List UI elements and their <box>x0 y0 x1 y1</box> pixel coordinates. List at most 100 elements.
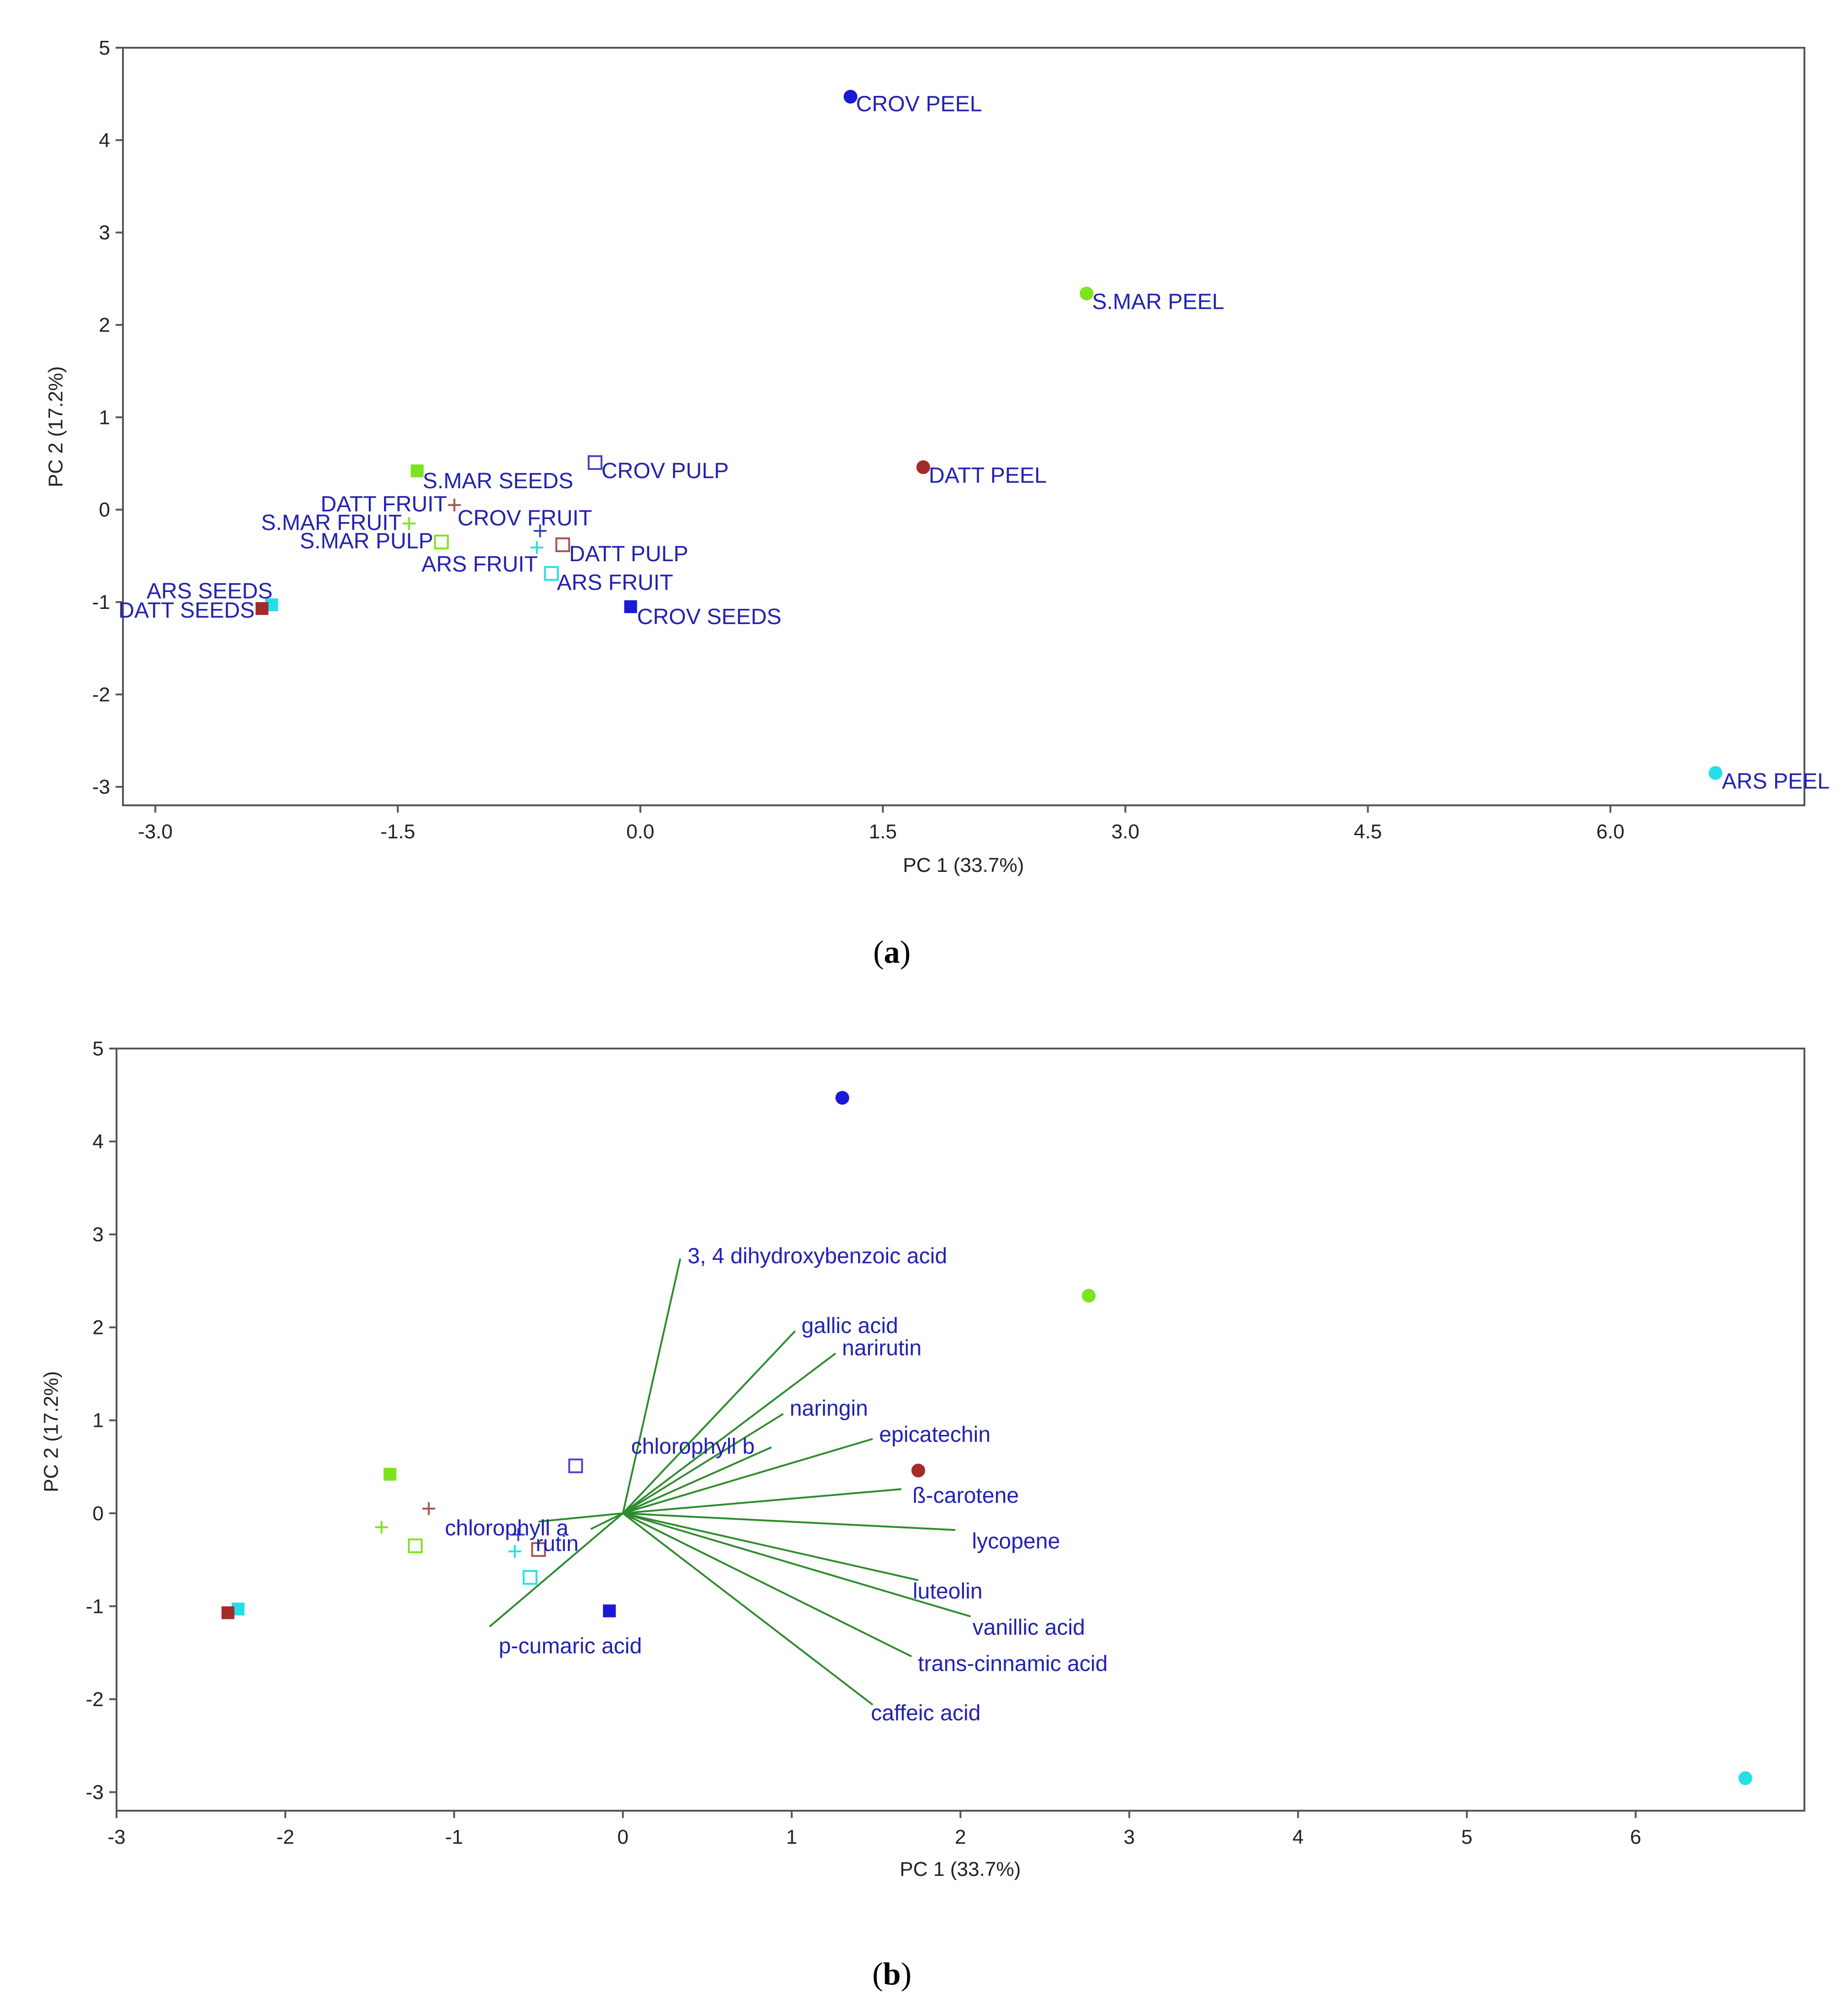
panel-letter-a: a <box>884 935 900 970</box>
score-point <box>568 1458 583 1473</box>
score-point <box>402 517 416 530</box>
x-tick-label-a: 4.5 <box>1354 820 1382 843</box>
x-tick-label-b: -3 <box>107 1826 125 1848</box>
y-tick-label-b: 1 <box>93 1409 104 1432</box>
score-point <box>408 1538 423 1553</box>
loading-label: luteolin <box>913 1579 983 1604</box>
score-point <box>534 524 547 538</box>
loading-label: 3, 4 dihydroxybenzoic acid <box>688 1244 947 1268</box>
y-tick-label-a: -2 <box>92 683 110 706</box>
score-point <box>603 1604 616 1618</box>
y-tick-label-a: 4 <box>99 129 110 151</box>
y-tick-label-a: -3 <box>92 776 110 798</box>
score-labels-a: CROV PEEL S.MAR PEEL DATT PEEL ARS PEEL CROV… <box>118 92 1830 794</box>
loading-label: chlorophyll a <box>445 1516 569 1540</box>
loading-label: gallic acid <box>802 1314 898 1338</box>
panel-label-b: (b) <box>872 1957 912 1992</box>
y-tick-label-b: 2 <box>93 1317 104 1339</box>
y-axis-label-a: PC 2 (17.2%) <box>45 366 67 487</box>
loading-label: rutin <box>536 1532 579 1556</box>
y-tick-label-b: 5 <box>93 1038 104 1060</box>
score-point <box>383 1467 396 1481</box>
y-tick-label-a: 5 <box>99 37 110 59</box>
loading-vector <box>622 1512 874 1706</box>
loading-vector <box>623 1512 918 1581</box>
loading-vector <box>622 1258 681 1514</box>
scores-a <box>256 89 1723 780</box>
panel-letter-b: b <box>883 1957 901 1992</box>
score-point <box>422 1502 435 1515</box>
score-point <box>624 600 637 614</box>
loading-vector <box>622 1446 772 1514</box>
score-label: DATT PULP <box>569 542 689 566</box>
score-label: DATT FRUIT <box>321 492 447 517</box>
score-point <box>530 541 544 554</box>
y-tick-label-b: -2 <box>86 1688 104 1711</box>
loading-label: narirutin <box>842 1336 921 1360</box>
score-label: S.MAR FRUIT <box>261 511 402 535</box>
scatter-plot-a: -3.0 -1.5 0.0 1.5 3.0 4.5 6.0 -3 -2 -1 0 1 2 3 4 5 CROV… <box>45 37 1830 970</box>
x-tick-label-b: 5 <box>1461 1826 1472 1848</box>
y-tick-label-a: 3 <box>99 222 110 244</box>
x-tick-label-a: 0.0 <box>626 820 654 843</box>
x-tick-label-b: 0 <box>617 1826 628 1848</box>
axis-ticks-b: -3 -2 -1 0 1 2 3 4 5 6 -3 -2 -1 0 1 2 3 4 5 <box>86 1038 1641 1848</box>
score-label: S.MAR PULP <box>300 529 433 553</box>
x-tick-label-a: 6.0 <box>1597 820 1625 843</box>
loading-vector <box>623 1512 956 1531</box>
loading-vector <box>623 1512 971 1618</box>
score-label: ARS PEEL <box>1722 770 1830 794</box>
loading-label: ß-carotene <box>913 1484 1019 1508</box>
x-axis-label-a: PC 1 (33.7%) <box>903 854 1024 876</box>
score-point <box>588 455 603 470</box>
score-point <box>434 535 449 550</box>
loading-label: naringin <box>790 1396 868 1421</box>
score-point <box>221 1606 234 1619</box>
score-label: CROV SEEDS <box>637 605 782 629</box>
loading-vector <box>590 1512 623 1530</box>
x-tick-label-b: 4 <box>1292 1826 1303 1848</box>
x-tick-label-b: 1 <box>786 1826 797 1848</box>
y-tick-label-a: 2 <box>99 314 110 336</box>
y-tick-label-b: -1 <box>86 1595 104 1618</box>
y-tick-label-b: -3 <box>86 1781 104 1803</box>
plot-frame-a <box>122 47 1805 806</box>
score-point <box>448 498 461 512</box>
loading-vector <box>489 1512 623 1628</box>
score-point <box>843 89 857 104</box>
score-point <box>555 537 570 552</box>
y-tick-label-b: 3 <box>93 1223 104 1246</box>
loading-vector <box>538 1512 623 1523</box>
x-axis-label-b: PC 1 (33.7%) <box>900 1858 1021 1880</box>
score-point <box>375 1521 388 1534</box>
y-axis-label-b: PC 2 (17.2%) <box>40 1371 62 1492</box>
score-label: S.MAR PEEL <box>1092 290 1224 314</box>
score-label: CROV FRUIT <box>457 506 592 530</box>
score-point <box>1738 1771 1753 1785</box>
y-tick-label-b: 4 <box>93 1131 104 1153</box>
y-tick-label-a: -1 <box>92 591 110 614</box>
score-point <box>512 1528 525 1541</box>
x-tick-label-a: 3.0 <box>1111 820 1139 843</box>
score-point <box>911 1463 925 1478</box>
loading-label: lycopene <box>972 1529 1060 1553</box>
score-point <box>916 460 930 474</box>
x-tick-label-b: 6 <box>1630 1826 1641 1848</box>
score-point <box>1082 1289 1096 1303</box>
loading-label: caffeic acid <box>871 1701 980 1725</box>
loading-vector <box>622 1330 796 1514</box>
loading-label: epicatechin <box>879 1423 991 1447</box>
loading-vectors <box>489 1258 971 1706</box>
score-label: DATT PEEL <box>929 463 1046 488</box>
x-tick-label-b: 2 <box>955 1826 966 1848</box>
x-tick-label-b: 3 <box>1124 1826 1135 1848</box>
x-tick-label-a: -1.5 <box>380 820 415 843</box>
loading-vector <box>622 1352 836 1514</box>
x-tick-label-b: -1 <box>445 1826 463 1848</box>
loading-label: vanillic acid <box>973 1616 1085 1640</box>
x-tick-label-a: 1.5 <box>869 820 897 843</box>
loading-vector <box>623 1438 873 1514</box>
score-label: S.MAR SEEDS <box>423 469 573 493</box>
y-tick-label-b: 0 <box>93 1502 104 1525</box>
